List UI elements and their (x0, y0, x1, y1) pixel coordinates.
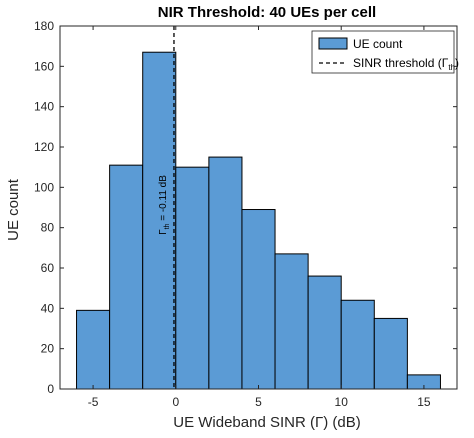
x-tick-label: 15 (417, 395, 431, 409)
legend-label-ue-count: UE count (353, 37, 403, 51)
x-tick-label: -5 (88, 395, 99, 409)
x-axis-label: UE Wideband SINR (Γ) (dB) (173, 414, 360, 431)
histogram-bar (109, 164, 144, 390)
y-tick-label: 20 (41, 342, 55, 356)
y-tick-label: 0 (47, 382, 54, 396)
histogram-bar (307, 275, 342, 390)
legend-label-threshold: SINR threshold (Γth) (353, 56, 459, 72)
histogram-bar (208, 156, 243, 390)
chart-title: NIR Threshold: 40 UEs per cell (158, 4, 376, 21)
histogram-bar (76, 309, 111, 390)
histogram-bar (340, 299, 375, 390)
y-axis-label: UE count (5, 178, 22, 241)
histogram-bar (373, 317, 408, 390)
y-tick-label: 140 (34, 100, 54, 114)
x-tick-label: 10 (335, 395, 349, 409)
y-tick-label: 100 (34, 180, 54, 194)
threshold-annotation: Γth = -0.11 dB (158, 175, 171, 235)
x-tick-label: 0 (172, 395, 179, 409)
histogram-bar (142, 51, 177, 390)
legend-bar-swatch (318, 37, 348, 50)
histogram-bar (274, 253, 309, 390)
y-tick-label: 180 (34, 19, 54, 33)
plot-area: Γth = -0.11 dB -5 0 5 10 15 0 20 40 60 80 100 120 140… (34, 19, 459, 409)
y-tick-label: 60 (41, 261, 55, 275)
histogram-bar (175, 166, 210, 390)
histogram-bar (241, 209, 276, 390)
y-tick-label: 40 (41, 301, 55, 315)
y-tick-label: 120 (34, 140, 54, 154)
y-tick-label: 160 (34, 59, 54, 73)
y-tick-label: 80 (41, 221, 55, 235)
x-tick-label: 5 (255, 395, 262, 409)
